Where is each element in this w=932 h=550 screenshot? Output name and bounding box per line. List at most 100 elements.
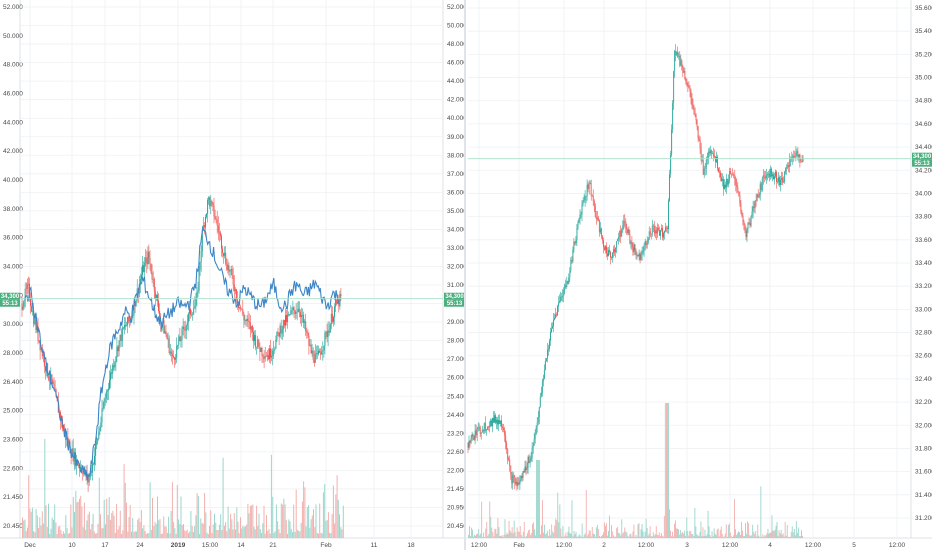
volume-bar [267,530,269,538]
volume-bar [232,529,234,538]
candle-body [523,471,525,473]
candle-body [481,429,483,433]
candle-body [158,300,159,311]
volume-bar [672,531,673,538]
candle-body [247,318,249,321]
candle-body [48,376,50,380]
volume-bar [668,403,669,538]
volume-bar [181,525,183,538]
volume-bar [682,532,684,538]
volume-bar [607,535,608,538]
volume-bar [190,510,192,538]
volume-bar [786,524,788,538]
candle-body [522,471,524,478]
candle-body [709,150,711,154]
volume-bar [734,499,735,538]
candle-body [146,257,148,265]
candle-body [769,168,771,177]
volume-bar [175,533,177,538]
candle-body [190,308,191,315]
right-axis-tick-label: 33.000 [447,245,466,252]
volume-bar [697,535,699,538]
volume-bar [113,515,115,538]
candle-body [582,201,584,204]
volume-bar [622,533,624,538]
volume-bar [194,526,196,538]
candle-body [56,396,58,402]
candle-body [95,445,97,456]
candle-body [633,244,635,253]
volume-bar [674,523,675,538]
volume-bar [294,531,296,538]
volume-bar [225,522,227,538]
candle-body [518,482,520,485]
candle-body [49,379,51,381]
candle-body [50,374,52,381]
time-axis-tick-label: Feb [513,542,525,549]
right-axis-tick-label: 32.800 [915,330,932,337]
candle-body [516,481,518,486]
volume-bar [258,513,260,538]
candle-body [246,318,248,321]
candle-body [43,355,45,367]
candle-body [203,225,205,228]
candle-body [565,285,567,287]
candle-body [302,314,303,316]
candle-body [559,300,561,303]
volume-bar [129,505,131,538]
candle-body [113,365,115,368]
candle-body [327,330,329,337]
volume-bar [603,532,604,538]
left-price-chart[interactable]: 52.000 50.000 48.000 46.000 44.000 42.000 40.0… [0,0,466,550]
volume-bar [105,524,106,538]
candle-body [218,231,220,233]
volume-bar [109,519,111,538]
candle-body [643,245,645,251]
volume-bar [746,533,748,538]
volume-bar [721,533,723,538]
volume-bar [197,495,199,538]
volume-bar [273,533,275,538]
volume-bar [620,535,622,538]
candle-body [47,363,49,377]
volume-bar [528,529,530,538]
candle-body [135,299,137,307]
volume-bar [764,535,766,538]
candle-body [494,415,495,423]
volume-bar [331,514,333,538]
time-axis-tick-label: 5 [852,542,856,549]
volume-bar [613,535,615,538]
volume-bar [596,524,598,538]
volume-bar [731,537,733,538]
volume-bar [690,531,692,538]
volume-bar [559,504,561,538]
candle-body [563,290,565,296]
candle-body [221,235,222,249]
candle-body [308,335,310,346]
volume-bar [519,526,521,538]
candle-body [54,388,56,391]
candle-body [473,436,475,440]
candle-body [712,153,714,157]
volume-bar [283,498,285,538]
candle-body [662,228,663,238]
time-axis-tick-label: 11 [371,542,378,549]
candle-body [597,217,599,221]
candle-body [123,325,125,329]
volume-bar [150,529,152,538]
volume-bar [636,536,638,538]
volume-bar [324,484,326,538]
volume-bar [475,535,476,538]
candle-body [147,251,149,265]
candle-body [282,320,284,330]
candle-body [289,314,291,315]
candle-body [519,480,521,485]
volume-bar [41,511,43,538]
right-price-chart[interactable]: 35.600 35.400 35.200 35.000 34.800 34.600 34.4… [466,0,932,550]
candle-body [644,241,646,246]
candle-body [649,231,651,235]
volume-bar [482,536,484,538]
candle-body [233,284,235,292]
pane-divider[interactable] [464,0,466,550]
volume-bar [689,531,691,538]
